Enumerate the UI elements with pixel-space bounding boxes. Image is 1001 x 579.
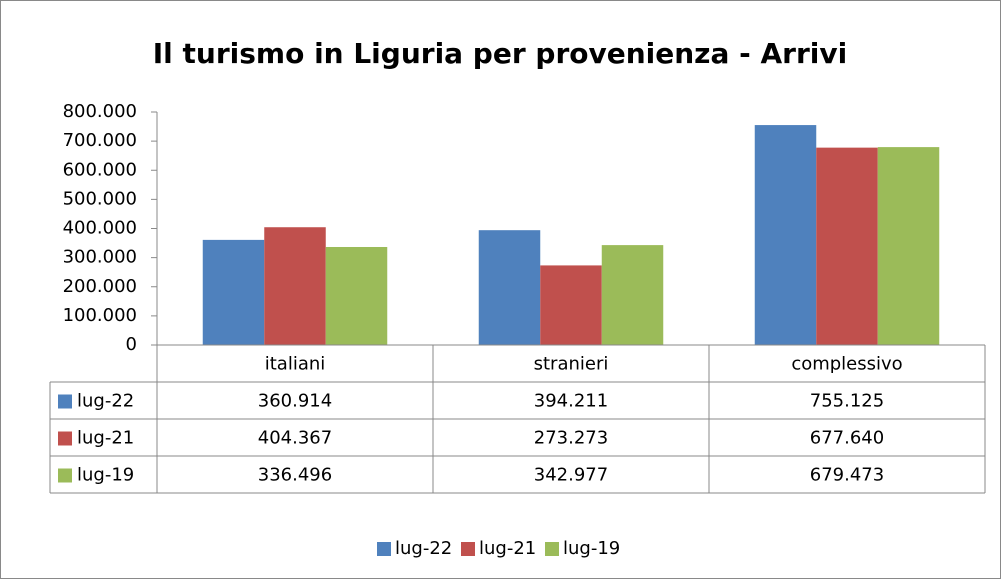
legend-key [461,542,475,556]
y-tick-label: 500.000 [63,188,137,209]
y-tick-label: 800.000 [63,101,137,122]
legend-label: lug-19 [563,538,620,559]
table-value: 273.273 [534,428,608,449]
y-tick-label: 700.000 [63,130,137,151]
x-tick-label: complessivo [791,354,902,375]
y-tick-label: 400.000 [63,218,137,239]
table-value: 342.977 [534,465,608,486]
bar [264,227,326,345]
bar [540,265,602,345]
bar [601,245,664,345]
table-value: 404.367 [258,428,332,449]
legend-key [58,431,72,446]
y-tick-label: 100.000 [63,305,137,326]
bar [877,147,940,345]
table-value: 394.211 [534,391,608,412]
y-tick-label: 300.000 [63,247,137,268]
table-value: 679.473 [810,465,884,486]
bar [754,125,817,345]
bar [202,239,265,345]
y-tick-label: 0 [126,334,137,355]
table-series-name: lug-22 [77,391,134,412]
bar [478,230,541,345]
bar [816,147,878,345]
legend-key [377,542,391,556]
bar [325,246,388,345]
legend-label: lug-21 [479,538,536,559]
table-value: 360.914 [258,391,332,412]
table-value: 677.640 [810,428,884,449]
legend-label: lug-22 [395,538,452,559]
chart-title: Il turismo in Liguria per provenienza - … [153,37,847,70]
y-tick-label: 200.000 [63,276,137,297]
table-series-name: lug-21 [77,428,134,449]
legend-key [545,542,559,556]
legend-key [58,468,72,483]
table-value: 755.125 [810,391,884,412]
x-tick-label: italiani [265,354,326,375]
x-tick-label: stranieri [534,354,609,375]
y-tick-label: 600.000 [63,159,137,180]
table-series-name: lug-19 [77,465,134,486]
table-value: 336.496 [258,465,332,486]
legend-key [58,394,72,409]
